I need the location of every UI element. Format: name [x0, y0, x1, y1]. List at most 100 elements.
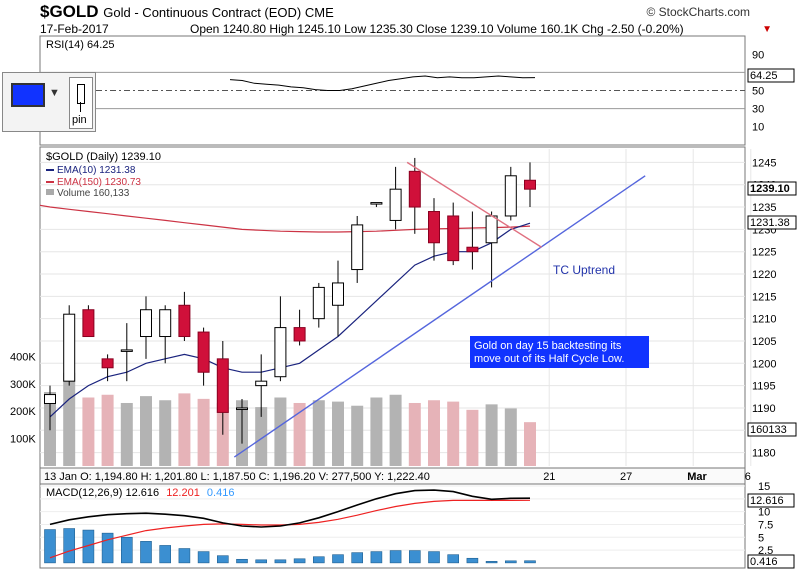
macd-hist-bar: [274, 559, 287, 564]
macd-hist-bar: [197, 551, 210, 564]
candle: [351, 215, 364, 283]
volume-bar: [140, 396, 152, 466]
svg-text:RSI(14) 64.25: RSI(14) 64.25: [46, 39, 114, 51]
candle: [120, 323, 133, 382]
candle: [504, 166, 517, 221]
macd-legend-hist: 0.416: [207, 487, 235, 499]
volume-bar: [524, 422, 536, 466]
rsi-tick-label: 50: [752, 86, 764, 98]
candle: [140, 296, 152, 359]
macd-hist-bar: [408, 550, 421, 564]
candle: [370, 202, 383, 208]
candle: [178, 291, 191, 341]
date-axis: 21 27 Mar 6: [543, 471, 751, 483]
volume-bar: [178, 393, 191, 466]
date-tick-label: 27: [620, 471, 632, 483]
volume-bar: [293, 402, 306, 466]
macd-hist-bar: [332, 554, 344, 564]
candle: [428, 198, 440, 261]
candle: [466, 211, 479, 270]
candle: [216, 340, 229, 435]
volume-axis: 400K 300K 200K 100K: [10, 351, 36, 445]
macd-hist-bar: [466, 557, 479, 564]
price-tick-label: 1220: [752, 269, 776, 281]
candle: [408, 157, 421, 234]
symbol: $GOLD: [40, 2, 99, 21]
macd-tick-label: 5: [758, 532, 764, 544]
macd-hist-bar: [428, 551, 440, 564]
macd-hist-bar: [140, 541, 152, 564]
volume-bar: [197, 398, 210, 466]
hist-value: 0.416: [750, 556, 778, 568]
rsi-tick-label: 30: [752, 104, 764, 116]
candle: [312, 282, 325, 328]
legend-ema150: EMA(150) 1230.73: [57, 177, 141, 188]
candle: [274, 296, 287, 382]
volume-bar: [370, 397, 383, 466]
rsi-tick-label: 90: [752, 49, 764, 61]
uptrend-line[interactable]: [233, 175, 646, 458]
macd-hist-bar: [312, 556, 325, 564]
legend-ema10: EMA(10) 1231.38: [57, 165, 136, 176]
rsi-label: RSI(14) 64.25: [46, 39, 114, 51]
ema-value-tag: 1231.38: [747, 215, 797, 230]
annotation-line-1: Gold on day 15 backtesting its: [474, 340, 622, 352]
volume-bar: [389, 394, 402, 466]
macd-legend-signal: 12.201: [166, 487, 200, 499]
macd-tick-label: 2.5: [758, 545, 773, 557]
macd-hist-bar: [504, 560, 517, 564]
ohlc-stats: Open 1240.80 High 1245.10 Low 1235.30 Cl…: [190, 22, 684, 36]
macd-tick-label: 15: [758, 481, 770, 493]
volume-bar: [82, 397, 95, 466]
annotation-tc-uptrend: TC Uptrend: [553, 263, 615, 277]
macd-hist-bar: [44, 529, 56, 564]
volume-value-tag: 160133: [747, 422, 797, 437]
candle: [197, 327, 210, 386]
close-price-tag: 1239.10: [747, 181, 797, 196]
price-tick-label: 1210: [752, 314, 776, 326]
price-tick-label: 1190: [752, 403, 776, 415]
volume-tick-label: 200K: [10, 406, 36, 418]
rsi-line: [229, 75, 536, 91]
candle: [485, 211, 498, 288]
pin-button[interactable]: pin: [69, 77, 93, 129]
macd-hist-bar: [351, 552, 364, 564]
macd-hist-bar: [255, 559, 267, 564]
date-tick-label: 6: [745, 471, 751, 483]
volume-tick-label: 300K: [10, 379, 36, 391]
macd-hist-bar: [447, 554, 460, 564]
candle: [255, 354, 268, 417]
volume-bar: [101, 394, 114, 466]
price-tick-label: 1200: [752, 358, 776, 370]
color-swatch[interactable]: [11, 83, 45, 107]
color-dropdown-icon[interactable]: ▼: [49, 87, 60, 99]
candle: [159, 305, 172, 364]
close-price-value: 1239.10: [750, 183, 790, 195]
macd-hist-bar: [485, 561, 498, 564]
macd-value-tag: 12.616: [747, 493, 795, 508]
macd-hist-bar: [159, 545, 171, 564]
rsi-tick-label: 10: [752, 122, 764, 134]
ema-value: 1231.38: [750, 217, 790, 229]
chart-date: 17-Feb-2017: [40, 22, 109, 36]
volume-tick-label: 400K: [10, 351, 36, 363]
price-legend: $GOLD (Daily) 1239.10 EMA(10) 1231.38 EM…: [46, 151, 161, 199]
date-tick-label: 21: [543, 471, 555, 483]
pin-icon: [77, 84, 85, 104]
candle: [44, 385, 56, 431]
price-tick-label: 1205: [752, 336, 776, 348]
brand-link[interactable]: © StockCharts.com: [646, 5, 750, 19]
volume-bar: [504, 408, 517, 466]
date-tick-label: Mar: [687, 471, 707, 483]
macd-hist-bar: [63, 528, 76, 564]
volume-bar: [312, 400, 325, 466]
resistance-line[interactable]: [406, 161, 542, 248]
volume-tick-label: 100K: [10, 434, 36, 446]
price-tick-label: 1235: [752, 202, 776, 214]
dropdown-arrow-icon[interactable]: ▼: [762, 24, 772, 35]
candle: [101, 354, 114, 382]
macd-hist-bar: [389, 550, 402, 564]
volume-bar: [447, 401, 460, 466]
